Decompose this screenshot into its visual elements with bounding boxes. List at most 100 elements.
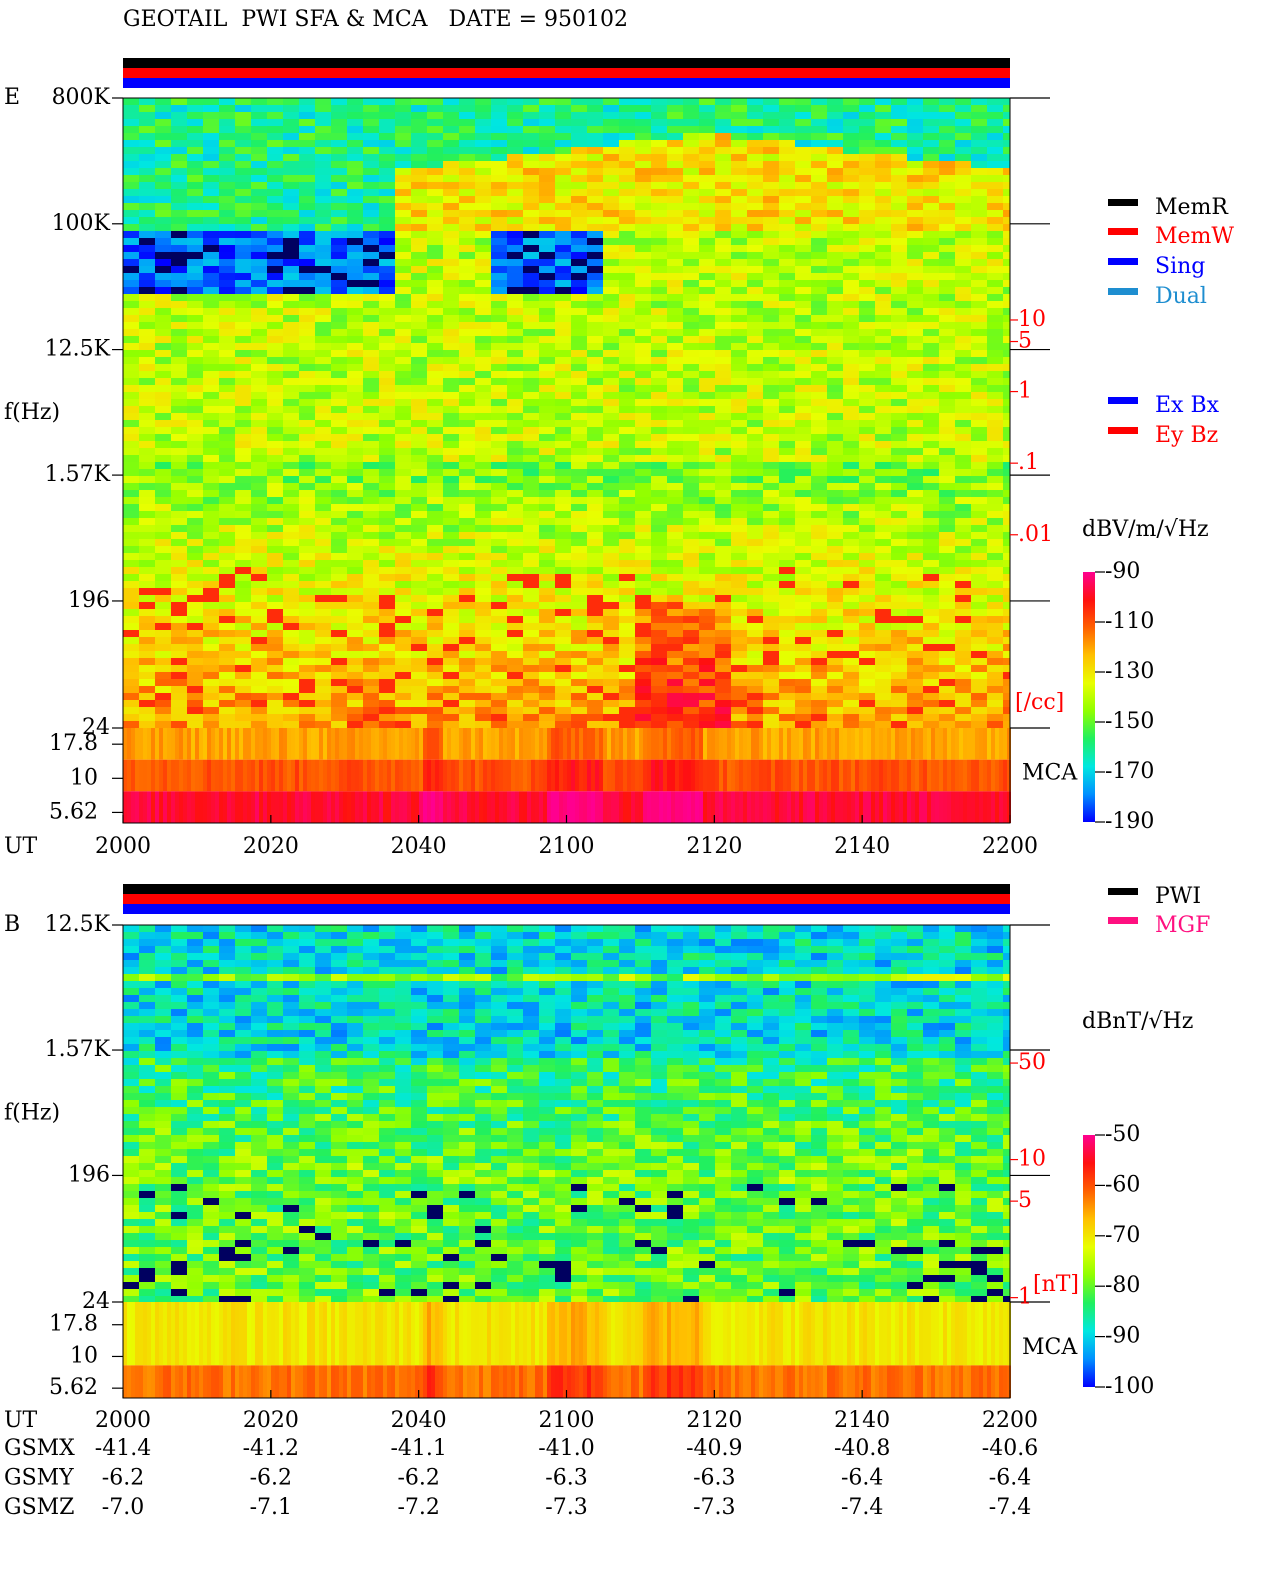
spectrogram-cell [187,224,203,231]
spectrogram-cell [379,602,395,609]
spectrogram-cell [827,322,843,329]
spectrogram-cell [315,581,331,588]
spectrogram-cell [219,595,235,602]
spectrogram-cell [363,665,379,672]
spectrogram-cell [843,637,859,644]
spectrogram-cell [987,175,1003,182]
spectrogram-cell [171,301,187,308]
spectrogram-cell [731,553,747,560]
spectrogram-cell [491,476,507,483]
spectrogram-cell [603,644,619,651]
spectrogram-cell [955,413,971,420]
spectrogram-cell [427,427,443,434]
spectrogram-cell [955,560,971,567]
spectrogram-cell [283,497,299,504]
spectrogram-cell [635,511,651,518]
spectrogram-cell [667,189,683,196]
spectrogram-cell [411,525,427,532]
spectrogram-cell [267,623,283,630]
spectrogram-cell [123,511,139,518]
spectrogram-cell [315,196,331,203]
spectrogram-cell [635,238,651,245]
spectrogram-cell [539,672,555,679]
spectrogram-cell [363,238,379,245]
spectrogram-cell [1003,357,1010,364]
spectrogram-cell [683,448,699,455]
spectrogram-cell [379,182,395,189]
spectrogram-cell [443,210,459,217]
spectrogram-cell [763,455,779,462]
spectrogram-cell [603,476,619,483]
spectrogram-cell [891,427,907,434]
spectrogram-cell [187,525,203,532]
spectrogram-cell [651,112,667,119]
spectrogram-cell [971,105,987,112]
spectrogram-cell [779,469,795,476]
spectrogram-cell [619,707,635,714]
spectrogram-cell [251,182,267,189]
spectrogram-cell [187,693,203,700]
spectrogram-cell [939,714,955,721]
spectrogram-cell [139,406,155,413]
spectrogram-cell [411,112,427,119]
spectrogram-cell [763,469,779,476]
spectrogram-cell [251,371,267,378]
spectrogram-cell [667,224,683,231]
spectrogram-cell [203,539,219,546]
spectrogram-cell [843,231,859,238]
spectrogram-cell [427,105,443,112]
spectrogram-cell [827,168,843,175]
spectrogram-cell [123,441,139,448]
spectrogram-cell [539,126,555,133]
spectrogram-cell [987,686,1003,693]
spectrogram-cell [331,266,347,273]
spectrogram-cell [747,119,763,126]
spectrogram-cell [427,497,443,504]
spectrogram-cell [891,252,907,259]
spectrogram-cell [539,217,555,224]
spectrogram-cell [523,280,539,287]
spectrogram-cell [891,567,907,574]
spectrogram-cell [139,434,155,441]
spectrogram-cell [779,476,795,483]
spectrogram-cell [683,231,699,238]
spectrogram-cell [219,196,235,203]
spectrogram-cell [715,196,731,203]
spectrogram-cell [443,532,459,539]
spectrogram-cell [715,455,731,462]
spectrogram-cell [379,595,395,602]
spectrogram-cell [763,637,779,644]
spectrogram-cell [955,672,971,679]
spectrogram-cell [667,700,683,707]
spectrogram-cell [587,574,603,581]
spectrogram-cell [843,602,859,609]
spectrogram-cell [235,686,251,693]
spectrogram-cell [315,175,331,182]
spectrogram-cell [635,427,651,434]
spectrogram-cell [923,126,939,133]
spectrogram-cell [155,672,171,679]
spectrogram-cell [459,448,475,455]
spectrogram-cell [1003,364,1010,371]
spectrogram-cell [1003,693,1010,700]
spectrogram-cell [635,630,651,637]
spectrogram-cell [1003,112,1010,119]
spectrogram-cell [331,280,347,287]
spectrogram-cell [539,287,555,294]
spectrogram-cell [699,560,715,567]
spectrogram-cell [971,546,987,553]
spectrogram-cell [331,581,347,588]
spectrogram-cell [459,301,475,308]
spectrogram-cell [187,721,203,728]
spectrogram-cell [779,441,795,448]
spectrogram-cell [123,504,139,511]
spectrogram-cell [763,203,779,210]
spectrogram-cell [827,385,843,392]
spectrogram-cell [635,315,651,322]
spectrogram-cell [427,294,443,301]
spectrogram-cell [507,378,523,385]
spectrogram-cell [907,140,923,147]
spectrogram-cell [827,434,843,441]
spectrogram-cell [171,385,187,392]
spectrogram-cell [827,245,843,252]
